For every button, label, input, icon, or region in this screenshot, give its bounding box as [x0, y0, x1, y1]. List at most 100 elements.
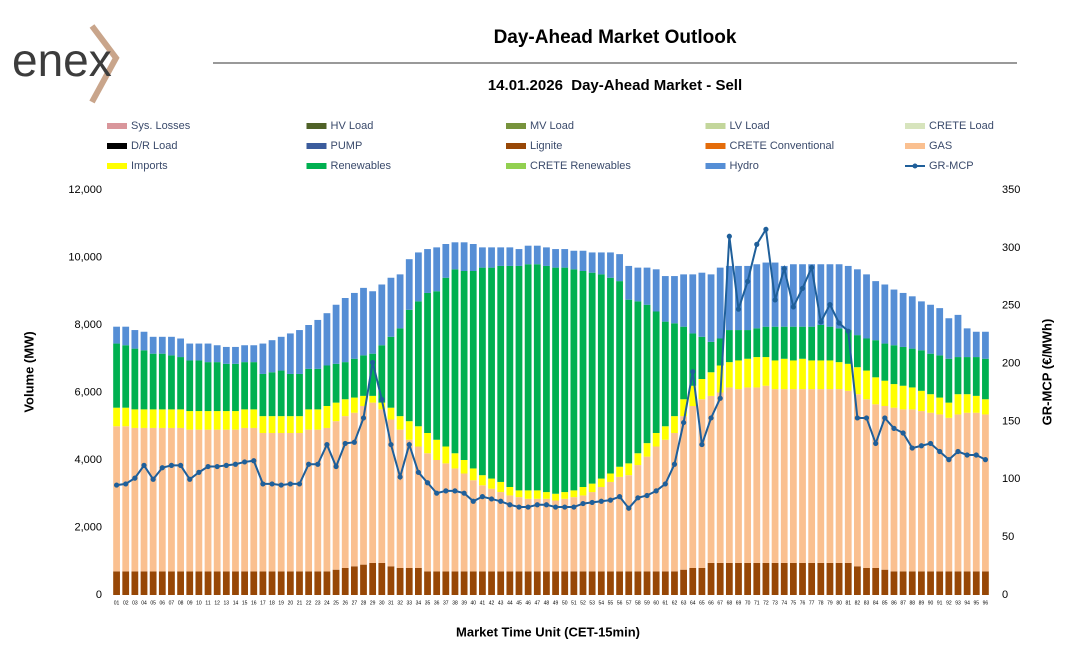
bar: [332, 402, 340, 422]
bar: [387, 566, 395, 595]
bar: [405, 421, 413, 440]
bar: [442, 571, 450, 595]
bar: [451, 269, 459, 454]
bar: [634, 301, 642, 454]
line-point: [955, 448, 961, 455]
legend-label: CRETE Load: [929, 120, 994, 132]
bar: [616, 466, 623, 477]
bar: [716, 562, 724, 595]
bar: [122, 326, 130, 346]
bar: [963, 571, 971, 595]
line-point: [306, 461, 312, 467]
bar: [753, 264, 761, 329]
chart-title: Day-Ahead Market Outlook: [494, 27, 737, 48]
x-tick-label: 25: [333, 600, 339, 606]
bar: [442, 277, 450, 447]
bar: [296, 433, 303, 572]
line-point: [690, 369, 696, 375]
bar: [204, 571, 212, 595]
bar: [341, 416, 349, 568]
bar: [908, 296, 916, 349]
x-tick-label: 31: [388, 600, 394, 606]
bar: [661, 276, 669, 322]
bar: [341, 399, 349, 417]
bar: [799, 389, 806, 563]
bar: [597, 478, 605, 487]
x-tick-label: 48: [544, 600, 550, 606]
bar: [716, 267, 724, 339]
x-tick-label: 69: [736, 600, 742, 606]
line-point: [543, 502, 550, 508]
bar: [442, 244, 450, 278]
bar: [817, 325, 825, 361]
bar: [725, 562, 733, 595]
bar: [286, 433, 294, 572]
bar: [661, 426, 669, 440]
bar: [323, 406, 331, 428]
legend-swatch: [306, 123, 327, 129]
bar: [844, 265, 852, 331]
line-point: [754, 241, 760, 247]
line-point: [799, 285, 806, 291]
bar: [350, 292, 358, 359]
bar: [241, 345, 248, 363]
bar: [890, 384, 898, 408]
line-point: [909, 445, 915, 451]
bar: [661, 439, 669, 572]
bar: [424, 453, 431, 572]
x-tick-label: 84: [873, 600, 879, 606]
bar: [506, 571, 514, 595]
x-tick-label: 60: [653, 600, 659, 606]
bar: [488, 571, 495, 595]
bar: [158, 427, 166, 572]
bar: [479, 475, 486, 486]
bar: [689, 568, 697, 595]
line-point: [150, 476, 156, 482]
legend-label: CRETE Renewables: [530, 160, 631, 172]
bar: [204, 362, 212, 412]
bar: [817, 562, 825, 595]
x-tick-label: 77: [809, 600, 815, 606]
bar: [168, 427, 175, 572]
bar: [497, 481, 505, 493]
bar: [296, 416, 303, 433]
bar: [698, 568, 706, 595]
line-point: [388, 441, 394, 448]
bar: [405, 439, 413, 568]
legend-label: GAS: [929, 140, 952, 152]
legend-swatch: [306, 143, 327, 149]
line-point: [205, 463, 211, 470]
line-point: [571, 504, 577, 510]
bar: [808, 360, 816, 390]
x-tick-label: 58: [635, 600, 641, 606]
bar: [286, 416, 294, 433]
line-point: [251, 458, 257, 464]
x-tick-label: 21: [297, 600, 303, 606]
bar: [277, 571, 285, 595]
x-tick-label: 52: [580, 600, 586, 606]
bar: [543, 265, 550, 493]
x-tick-label: 76: [800, 600, 806, 606]
x-tick-label: 06: [160, 600, 166, 606]
bar: [808, 389, 816, 563]
bar: [232, 411, 239, 430]
bar: [259, 571, 267, 595]
line-point: [973, 452, 979, 458]
bar: [479, 485, 486, 572]
bar: [762, 562, 770, 595]
bar: [213, 362, 221, 412]
bar: [341, 298, 349, 363]
bar: [899, 409, 907, 572]
bar: [186, 411, 194, 430]
bar: [652, 269, 660, 312]
x-tick-label: 71: [754, 600, 760, 606]
bar: [433, 247, 441, 292]
bar: [972, 357, 980, 396]
line-point: [854, 415, 860, 421]
bar: [268, 372, 276, 417]
line-point: [296, 481, 303, 487]
bar: [716, 392, 724, 563]
bar: [222, 571, 230, 595]
bar: [415, 568, 422, 595]
bar: [725, 362, 733, 388]
